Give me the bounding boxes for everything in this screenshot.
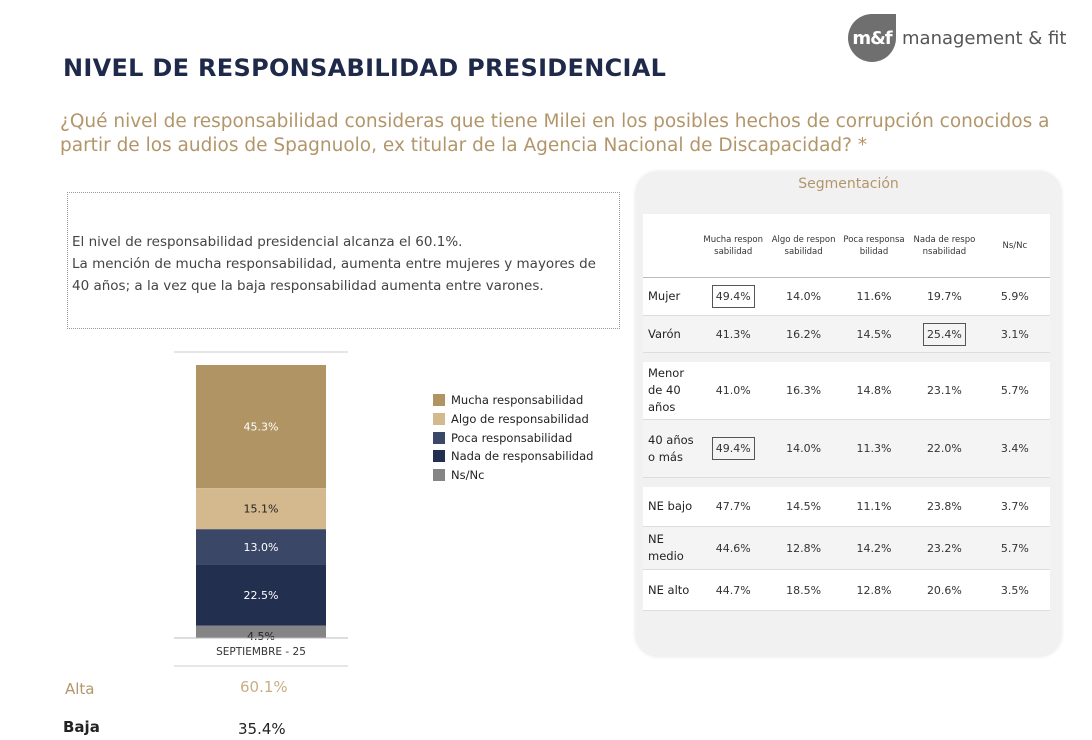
- table-cell: 3.4%: [1000, 442, 1029, 455]
- segmentation-title: Segmentación: [798, 176, 899, 192]
- row-label: NE alto: [648, 582, 690, 597]
- legend-swatch: [433, 431, 445, 444]
- note-line: El nivel de responsabilidad presidencial…: [72, 234, 463, 250]
- legend-label: Ns/Nc: [451, 468, 485, 483]
- legend-label: Mucha responsabilidad: [451, 393, 584, 408]
- column-header: Nada de respo nsabilidad: [913, 234, 976, 257]
- legend-item: Poca responsabilidad: [433, 428, 593, 447]
- bar-segment: [196, 529, 326, 565]
- table-cell: 23.1%: [926, 384, 962, 397]
- table-cell: 11.6%: [856, 290, 892, 303]
- table-row: NE alto 44.7% 18.5% 12.8% 20.6% 3.5%: [643, 570, 1050, 611]
- bar-label: 15.1%: [244, 503, 279, 516]
- table-cell: 14.0%: [786, 290, 822, 303]
- legend-swatch: [433, 413, 445, 426]
- legend-item: Algo de responsabilidad: [433, 410, 593, 429]
- column-header: Ns/Nc: [1002, 240, 1028, 251]
- legend-item: Ns/Nc: [433, 466, 593, 485]
- page-title: NIVEL DE RESPONSABILIDAD PRESIDENCIAL: [63, 54, 667, 82]
- table-cell: 14.5%: [786, 500, 822, 513]
- table-cell: 16.2%: [786, 327, 822, 341]
- bar-segment: [196, 564, 326, 626]
- table-cell: 49.4%: [711, 437, 755, 460]
- table-row: NE bajo 47.7% 14.5% 11.1% 23.8% 3.7%: [643, 487, 1050, 527]
- table-cell: 5.9%: [1000, 290, 1029, 303]
- table-cell: 5.7%: [1000, 384, 1029, 397]
- table-cell: 41.0%: [715, 384, 751, 397]
- legend-swatch: [433, 469, 445, 482]
- column-header: Algo de respon sabilidad: [771, 234, 836, 257]
- table-row: 40 años o más 49.4% 14.0% 11.3% 22.0% 3.4%: [643, 420, 1050, 478]
- segmentation-panel: Segmentación Mucha respon sabilidad Algo …: [636, 172, 1061, 656]
- bar-segment: [196, 625, 326, 638]
- column-header: Mucha respon sabilidad: [703, 234, 764, 257]
- table-cell: 49.4%: [711, 285, 755, 308]
- table-cell: 14.8%: [856, 384, 892, 397]
- legend-item: Mucha responsabilidad: [433, 391, 593, 410]
- logo-text: management & fit: [902, 27, 1067, 49]
- table-cell: 20.6%: [926, 583, 962, 597]
- bar-segment: [196, 365, 326, 489]
- bar-label: 13.0%: [244, 541, 279, 554]
- table-cell: 14.5%: [856, 327, 892, 341]
- table-cell: 12.8%: [786, 541, 822, 555]
- bar-label: 4.5%: [247, 630, 275, 643]
- table-cell: 22.0%: [926, 442, 962, 455]
- legend-swatch: [433, 450, 445, 463]
- table-row: Menor de 40 años 41.0% 16.3% 14.8% 23.1% 5.7%: [643, 362, 1050, 420]
- table-cell: 14.2%: [856, 541, 892, 555]
- bar-label: 45.3%: [244, 421, 279, 434]
- table-cell: 16.3%: [786, 384, 822, 397]
- table-cell: 12.8%: [856, 583, 892, 597]
- row-label: Varón: [648, 326, 681, 341]
- table-cell: 47.7%: [715, 500, 751, 513]
- row-label: NE medio: [648, 532, 684, 563]
- alta-value: 60.1%: [240, 678, 288, 696]
- table-row: Mujer 49.4% 14.0% 11.6% 19.7% 5.9%: [643, 278, 1050, 316]
- survey-question: ¿Qué nivel de responsabilidad consideras…: [60, 111, 1050, 156]
- insight-note: El nivel de responsabilidad presidencial…: [67, 192, 620, 329]
- table-cell: 23.2%: [926, 541, 962, 555]
- logo-mark: m&f: [848, 14, 896, 62]
- stacked-bar-chart: 45.3% 15.1% 13.0% 22.5% 4.5% SEPTIEMBRE - 25: [174, 351, 348, 667]
- baja-value: 35.4%: [238, 720, 286, 738]
- row-label: Menor de 40 años: [648, 366, 685, 414]
- row-label: NE bajo: [648, 499, 693, 513]
- alta-label: Alta: [65, 680, 95, 698]
- legend-label: Nada de responsabilidad: [451, 449, 594, 464]
- table-cell: 25.4%: [922, 322, 966, 346]
- table-cell: 11.3%: [856, 442, 892, 455]
- bar-segment: [196, 488, 326, 530]
- table-cell: 3.7%: [1000, 500, 1029, 513]
- table-cell: 44.6%: [715, 541, 751, 555]
- table-row: Varón 41.3% 16.2% 14.5% 25.4% 3.1%: [643, 316, 1050, 353]
- logo: m&f management & fit: [848, 14, 1066, 62]
- table-cell: 44.7%: [715, 583, 751, 597]
- table-cell: 5.7%: [1000, 541, 1029, 555]
- row-label: 40 años o más: [648, 432, 694, 464]
- table-cell: 18.5%: [786, 583, 822, 597]
- note-line: La mención de mucha responsabilidad, aum…: [72, 256, 596, 294]
- legend-label: Algo de responsabilidad: [451, 412, 589, 427]
- table-row: NE medio 44.6% 12.8% 14.2% 23.2% 5.7%: [643, 527, 1050, 570]
- bar-label: 22.5%: [244, 589, 279, 602]
- column-header: Poca responsa bilidad: [843, 234, 905, 257]
- table-cell: 11.1%: [856, 500, 892, 513]
- row-label: Mujer: [648, 289, 681, 303]
- table-cell: 41.3%: [715, 327, 751, 341]
- table-cell: 23.8%: [926, 500, 962, 513]
- table-header: Mucha respon sabilidad Algo de respon sab…: [643, 214, 1050, 278]
- x-tick-label: SEPTIEMBRE - 25: [216, 646, 306, 658]
- legend-label: Poca responsabilidad: [451, 430, 573, 445]
- chart-legend: Mucha responsabilidad Algo de responsabil…: [433, 391, 593, 484]
- table-cell: 3.5%: [1000, 583, 1029, 597]
- table-cell: 19.7%: [926, 290, 962, 303]
- legend-item: Nada de responsabilidad: [433, 447, 593, 466]
- table-cell: 3.1%: [1000, 327, 1029, 341]
- legend-swatch: [433, 394, 445, 407]
- baja-label: Baja: [63, 718, 100, 736]
- table-cell: 14.0%: [786, 442, 822, 455]
- segmentation-table: Mucha respon sabilidad Algo de respon sab…: [643, 214, 1050, 611]
